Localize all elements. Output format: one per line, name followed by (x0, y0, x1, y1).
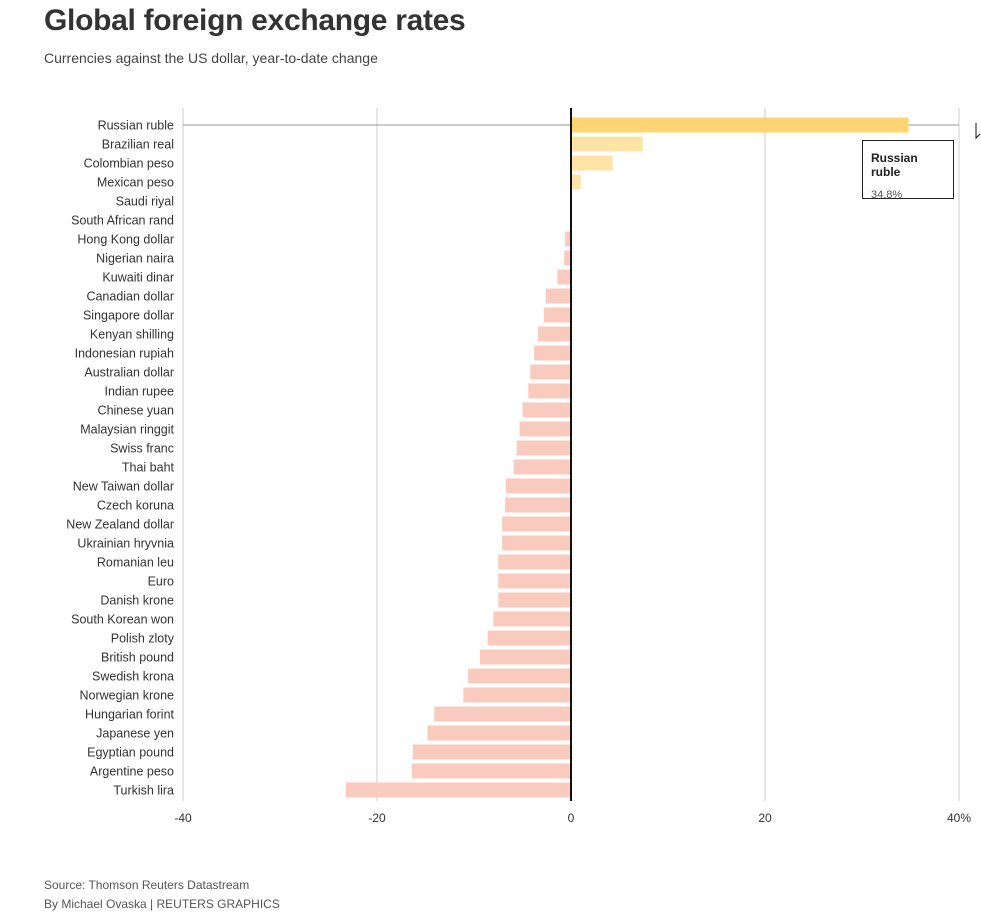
category-label: Egyptian pound (87, 746, 174, 760)
x-tick-label: 0 (568, 811, 575, 825)
mouse-cursor-icon (975, 123, 981, 140)
category-label: South Korean won (71, 613, 174, 627)
category-label: Russian ruble (98, 119, 174, 133)
category-label: New Taiwan dollar (73, 480, 174, 494)
bar[interactable] (463, 687, 571, 703)
category-label: Chinese yuan (98, 404, 174, 418)
category-label: Danish krone (100, 594, 174, 608)
bar[interactable] (534, 345, 571, 361)
category-label: Czech koruna (97, 499, 174, 513)
bar[interactable] (498, 592, 571, 608)
tooltip-currency-name: Russian ruble (871, 151, 918, 179)
bar[interactable] (538, 326, 571, 342)
x-tick-label: -40 (174, 811, 192, 825)
bar[interactable] (522, 402, 572, 418)
chart-title: Global foreign exchange rates (44, 4, 466, 37)
category-label: Turkish lira (113, 784, 174, 798)
category-label: Indonesian rupiah (75, 347, 174, 361)
category-label: Hong Kong dollar (77, 233, 174, 247)
category-label: Saudi riyal (116, 195, 174, 209)
bar[interactable] (571, 117, 909, 133)
bar[interactable] (412, 744, 571, 760)
category-label: Norwegian krone (80, 689, 175, 703)
bar[interactable] (493, 611, 571, 627)
bar[interactable] (498, 573, 571, 589)
bar[interactable] (530, 364, 571, 380)
category-label: Swiss franc (110, 442, 174, 456)
category-label: Nigerian naira (96, 252, 174, 266)
bar[interactable] (516, 440, 571, 456)
tooltip: Russian ruble 34.8% (862, 140, 954, 201)
bar[interactable] (427, 725, 571, 741)
x-axis-ticks: -40 -20 0 20 40% (174, 811, 971, 825)
category-label: Japanese yen (96, 727, 174, 741)
bar[interactable] (498, 554, 571, 570)
bar[interactable] (411, 763, 571, 779)
category-label: Malaysian ringgit (80, 423, 174, 437)
bar[interactable] (571, 155, 613, 171)
bar[interactable] (506, 478, 571, 494)
category-label: Indian rupee (104, 385, 174, 399)
category-label: Singapore dollar (83, 309, 174, 323)
bar[interactable] (564, 250, 571, 266)
category-label: British pound (101, 651, 174, 665)
bars (345, 117, 909, 798)
credit-note: By Michael Ovaska | REUTERS GRAPHICS (44, 897, 280, 911)
category-label: Colombian peso (84, 157, 174, 171)
category-label: Mexican peso (97, 176, 174, 190)
category-label: Thai baht (122, 461, 175, 475)
bar[interactable] (545, 288, 571, 304)
category-label: Argentine peso (90, 765, 174, 779)
category-label: Swedish krona (92, 670, 174, 684)
bar[interactable] (468, 668, 571, 684)
tooltip-value: 34.8% (871, 189, 903, 201)
bar[interactable] (345, 782, 571, 798)
bar[interactable] (487, 630, 571, 646)
bar[interactable] (557, 269, 571, 285)
bar[interactable] (479, 649, 571, 665)
x-tick-label: 40% (947, 811, 971, 825)
bar[interactable] (519, 421, 571, 437)
category-label: South African rand (71, 214, 174, 228)
category-label: Polish zloty (111, 632, 175, 646)
category-label: Australian dollar (84, 366, 174, 380)
gridlines (182, 108, 960, 801)
bar[interactable] (565, 231, 571, 247)
category-label: Canadian dollar (86, 290, 174, 304)
category-label: Euro (148, 575, 174, 589)
bar[interactable] (505, 497, 571, 513)
chart-subtitle: Currencies against the US dollar, year-t… (44, 50, 378, 66)
category-labels: Russian ruble Brazilian real Colombian pes… (66, 119, 174, 798)
bar-chart: Russian ruble Brazilian real Colombian pes… (66, 108, 971, 825)
bar[interactable] (513, 459, 571, 475)
bar[interactable] (434, 706, 571, 722)
bar[interactable] (528, 383, 571, 399)
category-label: Ukrainian hryvnia (77, 537, 174, 551)
category-label: Kuwaiti dinar (102, 271, 174, 285)
bar[interactable] (502, 516, 571, 532)
category-label: Romanian leu (97, 556, 174, 570)
bar[interactable] (543, 307, 571, 323)
category-label: Kenyan shilling (90, 328, 174, 342)
bar[interactable] (571, 174, 581, 190)
category-label: New Zealand dollar (66, 518, 174, 532)
x-tick-label: 20 (758, 811, 772, 825)
category-label: Brazilian real (102, 138, 174, 152)
bar[interactable] (502, 535, 571, 551)
x-tick-label: -20 (368, 811, 386, 825)
category-label: Hungarian forint (85, 708, 174, 722)
bar[interactable] (571, 136, 643, 152)
source-note: Source: Thomson Reuters Datastream (44, 878, 250, 892)
